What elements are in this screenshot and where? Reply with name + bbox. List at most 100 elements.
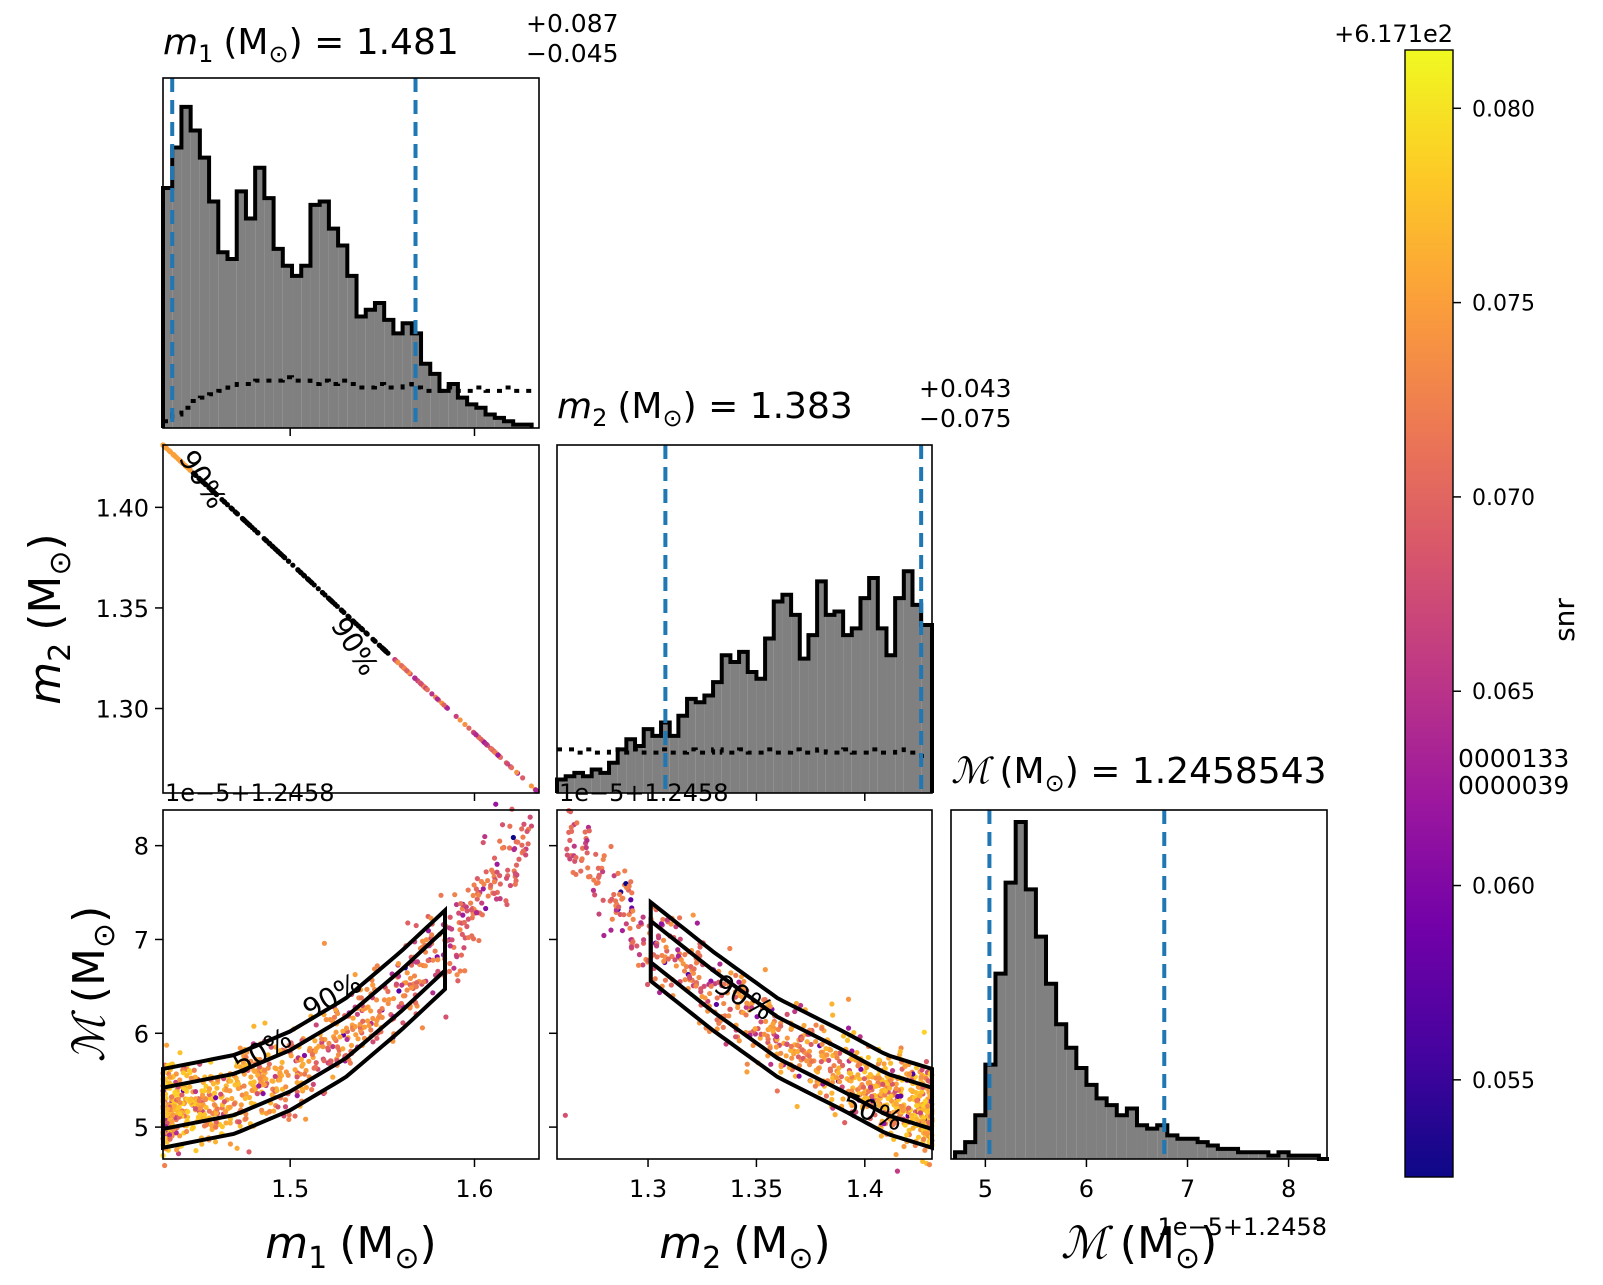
sample-point xyxy=(269,1092,275,1098)
sample-point xyxy=(875,1098,881,1104)
sample-point xyxy=(601,932,607,939)
sample-point xyxy=(373,1021,379,1028)
sample-point xyxy=(453,901,460,908)
sample-point xyxy=(503,875,510,881)
m1-title: m1 (M⊙) = 1.481 xyxy=(163,22,459,68)
sample-point xyxy=(914,1116,920,1122)
sample-point xyxy=(333,1029,339,1035)
sample-point xyxy=(187,467,193,473)
m2-marginal-offset-text: 1e−5+1.2458 xyxy=(559,779,729,807)
sample-point xyxy=(435,968,441,974)
sample-point xyxy=(527,814,533,820)
sample-point xyxy=(497,896,503,902)
sample-point xyxy=(788,1047,794,1054)
sample-point xyxy=(506,845,513,851)
sample-point xyxy=(914,1103,920,1109)
sample-point xyxy=(511,846,517,853)
m2-prior-curve xyxy=(557,747,932,759)
sample-point xyxy=(778,1069,784,1075)
sample-point xyxy=(255,530,261,536)
sample-point xyxy=(910,1125,916,1131)
sample-point xyxy=(243,1054,249,1060)
sample-point xyxy=(269,1078,275,1084)
sample-point xyxy=(887,1060,894,1066)
sample-point xyxy=(652,976,658,982)
sample-point xyxy=(804,1058,810,1064)
hist-bar xyxy=(669,735,679,793)
sample-point xyxy=(370,1039,376,1045)
sample-point xyxy=(385,988,391,995)
sample-point xyxy=(665,956,671,962)
sample-point xyxy=(921,1103,927,1109)
sample-point xyxy=(162,1162,168,1169)
sample-point xyxy=(294,1093,300,1099)
sample-point xyxy=(400,1020,406,1026)
hist-bar xyxy=(430,373,440,428)
sample-point xyxy=(330,1074,336,1080)
sample-point xyxy=(736,1038,742,1044)
sample-point xyxy=(673,963,679,969)
sample-point xyxy=(234,1059,241,1066)
hist-bar xyxy=(1076,1068,1087,1159)
sample-point xyxy=(434,696,440,702)
colorbar-tick-label: 0.070 xyxy=(1472,486,1535,511)
sample-point xyxy=(768,1061,774,1067)
sample-point xyxy=(682,977,688,983)
sample-point xyxy=(812,1083,818,1089)
sample-point xyxy=(586,828,592,834)
sample-point xyxy=(718,992,725,999)
sample-point xyxy=(485,877,491,884)
sample-point xyxy=(497,838,503,844)
mchirp-marginal-panel: 5 6 7 8 xyxy=(950,809,1330,1203)
hist-bar xyxy=(209,201,219,428)
hist-bar xyxy=(1116,1115,1127,1159)
sample-point xyxy=(447,943,453,949)
sample-point xyxy=(476,892,482,898)
sample-point xyxy=(882,1104,888,1110)
sample-point xyxy=(449,937,455,943)
m2-quantile-lines xyxy=(663,445,924,793)
sample-point xyxy=(844,1037,851,1043)
sample-point xyxy=(573,871,579,878)
sample-point xyxy=(878,1133,884,1139)
mchirp-histogram-bars xyxy=(953,820,1330,1161)
sample-point xyxy=(727,1006,733,1012)
sample-point xyxy=(466,725,472,731)
sample-point xyxy=(792,1008,798,1015)
m1-quantile-lines xyxy=(170,78,418,428)
sample-point xyxy=(866,1088,872,1094)
sample-point xyxy=(733,972,739,979)
hist-bar xyxy=(678,715,688,793)
mchirp-marginal-ticks: 5 6 7 8 xyxy=(978,1159,1296,1203)
sample-point xyxy=(833,1050,839,1056)
sample-point xyxy=(568,824,574,830)
sample-point xyxy=(419,938,426,944)
sample-point xyxy=(902,1063,908,1069)
sample-point xyxy=(694,920,700,926)
hist-bar xyxy=(1187,1138,1198,1159)
sample-point xyxy=(842,1120,848,1126)
sample-point xyxy=(456,910,462,916)
colorbar-ticks: 0.055 0.060 0.065 0.070 0.075 0.080 xyxy=(1453,97,1535,1094)
sample-point xyxy=(828,1047,834,1053)
sample-point xyxy=(235,1081,242,1087)
sample-point xyxy=(286,1112,292,1118)
sample-point xyxy=(278,1065,284,1071)
hist-bar xyxy=(583,776,592,793)
sample-point xyxy=(458,952,465,958)
sample-point xyxy=(229,1095,235,1102)
sample-point xyxy=(856,1076,863,1082)
sample-point xyxy=(744,1000,750,1006)
sample-point xyxy=(272,1044,279,1050)
sample-point xyxy=(573,854,579,861)
sample-point xyxy=(832,1112,838,1118)
sample-point xyxy=(595,865,601,871)
hist-bar xyxy=(860,598,870,793)
sample-point xyxy=(313,1045,319,1052)
sample-point xyxy=(386,996,392,1003)
sample-point xyxy=(174,1147,180,1153)
hist-bar xyxy=(626,739,636,793)
hist-bar xyxy=(995,973,1006,1159)
sample-point xyxy=(675,947,681,953)
sample-point xyxy=(701,983,707,989)
